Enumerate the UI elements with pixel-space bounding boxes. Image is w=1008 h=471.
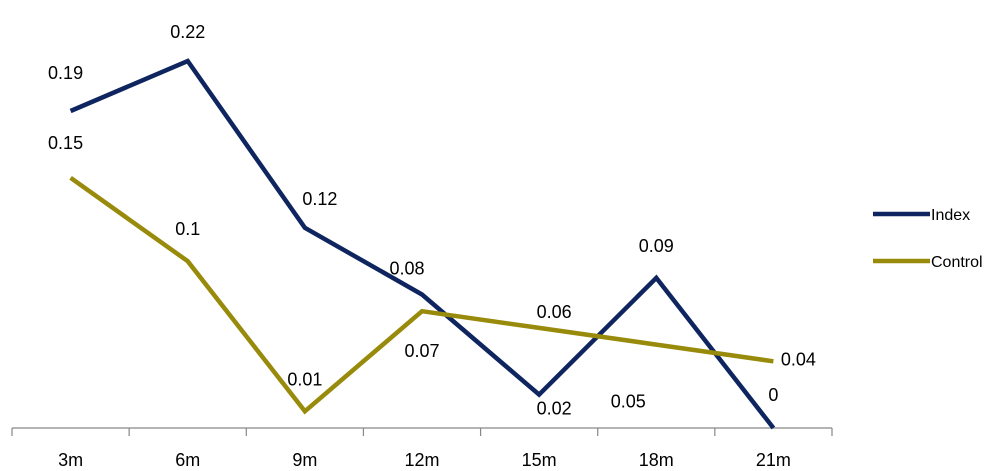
series-lines <box>69 58 776 430</box>
x-tick-label: 15m <box>522 450 557 470</box>
series-line-index <box>69 58 776 430</box>
data-label-index: 0 <box>768 385 778 405</box>
data-label-control: 0.07 <box>404 341 439 361</box>
data-label-index: 0.22 <box>170 22 205 42</box>
x-tick-label: 6m <box>175 450 200 470</box>
series-line-control <box>69 175 774 415</box>
legend-label-control: Control <box>931 254 983 271</box>
x-tick-label: 21m <box>756 450 791 470</box>
data-label-control: 0.1 <box>175 219 200 239</box>
data-label-control: 0.01 <box>287 369 322 389</box>
x-tick-label: 3m <box>58 450 83 470</box>
data-label-control: 0.05 <box>611 392 646 412</box>
data-labels: 0.19 0.22 0.12 0.08 0.02 0.09 0 0.15 0.1 0.01 0.07… <box>48 22 816 419</box>
x-tick-label: 12m <box>404 450 439 470</box>
x-tick-label: 9m <box>292 450 317 470</box>
legend-label-index: Index <box>931 207 970 224</box>
data-label-control: 0.04 <box>781 349 816 369</box>
data-label-index: 0.02 <box>537 399 572 419</box>
data-label-control: 0.06 <box>537 302 572 322</box>
x-axis: 3m 6m 9m 12m 15m 18m 21m <box>11 427 833 470</box>
data-label-index: 0.08 <box>389 259 424 279</box>
data-label-control: 0.15 <box>48 133 83 153</box>
x-tick-label: 18m <box>639 450 674 470</box>
legend: Index Control <box>873 207 983 271</box>
data-label-index: 0.09 <box>639 236 674 256</box>
data-label-index: 0.12 <box>302 189 337 209</box>
data-label-index: 0.19 <box>48 63 83 83</box>
